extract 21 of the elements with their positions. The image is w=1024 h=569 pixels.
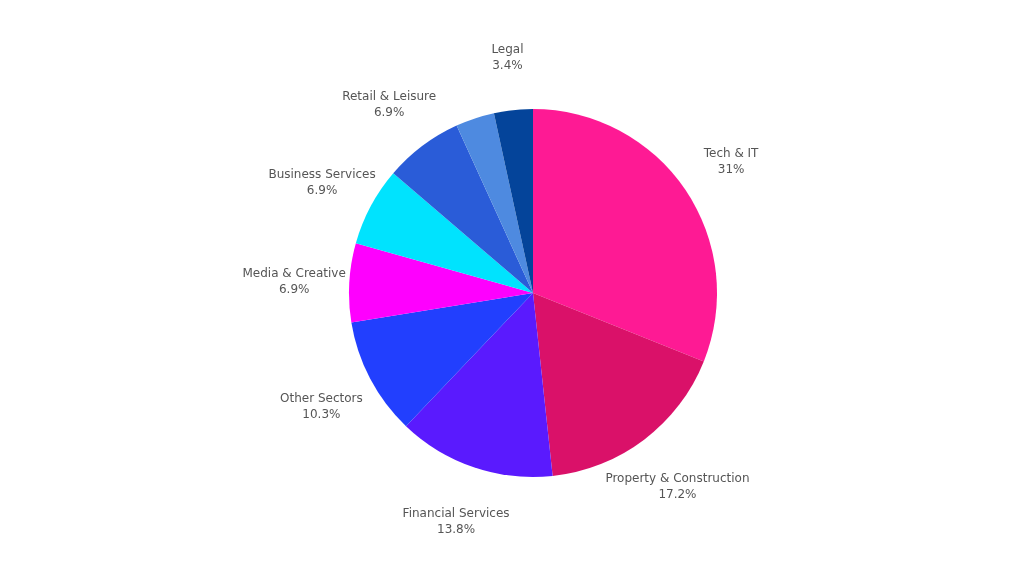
data-label: 6.9% [306, 183, 338, 198]
data-label: 10.3% [302, 407, 341, 422]
data-label: 6.9% [373, 104, 405, 119]
slice-label: Legal [491, 42, 524, 57]
pie-slice [349, 243, 533, 323]
data-label: 6.9% [278, 282, 310, 297]
data-label: 17.2% [658, 486, 697, 501]
slice-label: Media & Creative [242, 266, 346, 281]
slice-label: Financial Services [402, 506, 510, 521]
slice-label: Business Services [268, 167, 376, 182]
pie-slice [393, 125, 533, 293]
pie-slice [406, 293, 553, 477]
slice-label: Other Sectors [280, 391, 363, 406]
pie-slice [493, 109, 533, 293]
slice-label: Tech & IT [702, 145, 760, 160]
slice-label: Retail & Leisure [342, 88, 437, 103]
data-label: 31% [717, 161, 745, 176]
data-label: 3.4% [492, 58, 523, 73]
pie-slice [456, 113, 533, 293]
slice-label: Property & Construction [605, 470, 750, 485]
data-label: 13.8% [437, 522, 476, 537]
